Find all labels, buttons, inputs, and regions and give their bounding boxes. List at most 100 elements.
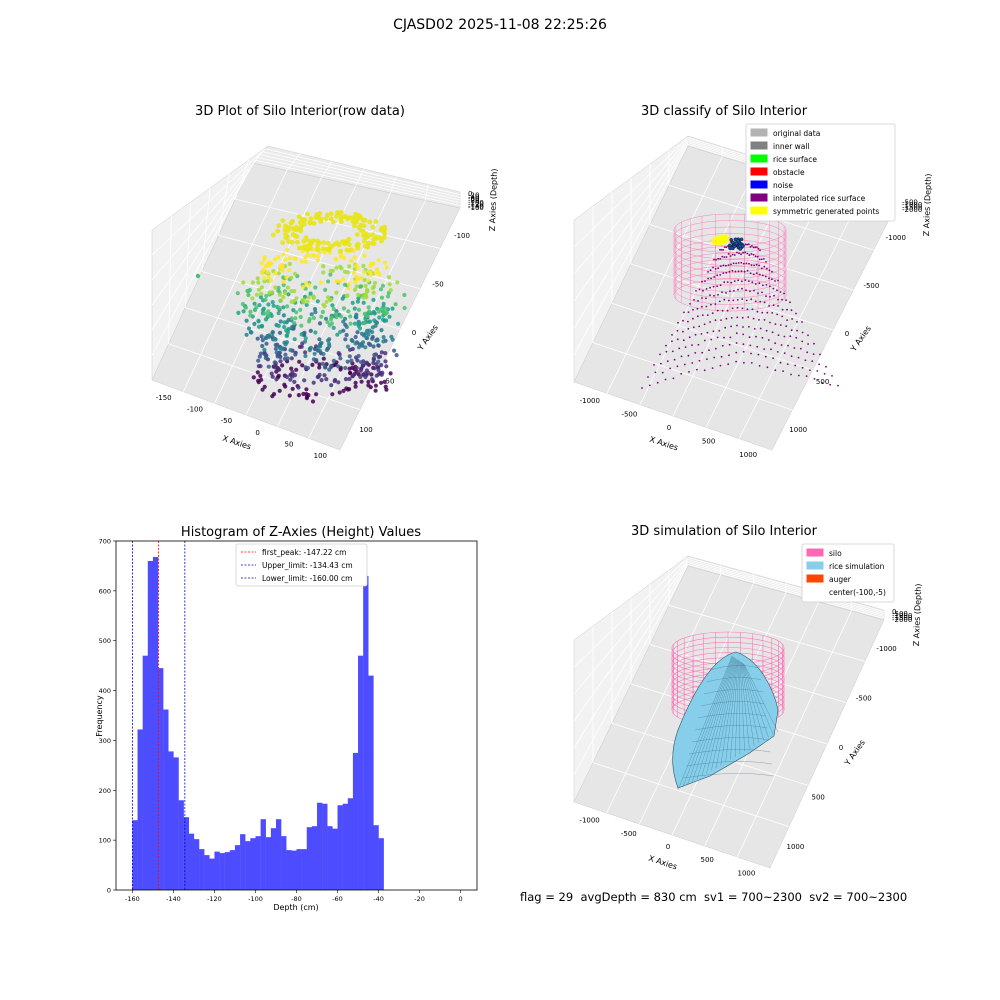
data-point xyxy=(328,297,333,302)
data-point xyxy=(267,261,272,266)
data-point xyxy=(348,314,353,319)
interpolated-point xyxy=(719,248,721,251)
interpolated-point xyxy=(754,300,757,303)
data-point xyxy=(244,332,249,337)
interpolated-point xyxy=(677,321,679,324)
z-tick-label: -20 xyxy=(468,192,479,200)
interpolated-point xyxy=(790,329,793,332)
data-point xyxy=(364,289,369,294)
data-point xyxy=(316,240,322,246)
data-point xyxy=(260,387,265,392)
data-point xyxy=(360,217,366,223)
data-point xyxy=(240,302,245,307)
data-point xyxy=(343,365,348,371)
data-point xyxy=(334,265,339,270)
interpolated-point xyxy=(783,292,785,295)
data-point xyxy=(315,374,320,380)
interpolated-point xyxy=(785,325,788,328)
data-point xyxy=(311,357,316,362)
data-point xyxy=(303,353,308,359)
data-point xyxy=(355,299,360,304)
interpolated-point xyxy=(746,252,749,255)
interpolated-point xyxy=(687,327,690,330)
data-point xyxy=(283,257,288,262)
data-point xyxy=(351,270,356,275)
data-point xyxy=(284,275,289,280)
interpolated-point xyxy=(696,315,699,318)
interpolated-point xyxy=(728,354,730,357)
histogram-bar xyxy=(286,850,292,890)
data-point xyxy=(323,365,328,370)
data-point xyxy=(267,333,272,338)
interpolated-point xyxy=(763,348,765,350)
data-point xyxy=(321,240,327,246)
grid-line xyxy=(151,148,266,256)
data-point xyxy=(364,360,369,365)
data-point xyxy=(359,341,364,347)
x-tick-label: 1000 xyxy=(739,451,757,459)
data-point xyxy=(250,280,255,285)
rice-mesh-line xyxy=(694,725,768,731)
interpolated-point xyxy=(661,371,664,374)
y-tick-label: -1000 xyxy=(876,645,896,653)
interpolated-point xyxy=(755,272,758,274)
data-point xyxy=(312,351,317,356)
data-point xyxy=(352,220,357,225)
data-point xyxy=(356,345,361,350)
interpolated-point xyxy=(825,365,827,368)
interpolated-point xyxy=(797,374,800,377)
interpolated-point xyxy=(701,305,703,308)
data-point xyxy=(385,294,391,299)
data-point xyxy=(319,340,324,346)
interpolated-point xyxy=(750,352,752,355)
interpolated-point xyxy=(758,273,761,276)
interpolated-point xyxy=(742,262,745,265)
interpolated-point xyxy=(744,243,747,246)
legend-swatch xyxy=(750,193,768,202)
interpolated-point xyxy=(700,333,703,335)
classify-panel-title: 3D classify of Silo Interior xyxy=(640,104,808,119)
data-point xyxy=(375,338,380,343)
data-point xyxy=(303,245,308,251)
data-point xyxy=(236,310,241,315)
z-tick-label: -40 xyxy=(468,193,479,201)
interpolated-point xyxy=(714,319,717,322)
x-tick-label: 500 xyxy=(702,438,715,446)
data-point xyxy=(328,216,334,222)
y-tick-label: 100 xyxy=(359,426,372,434)
data-point xyxy=(380,283,386,288)
data-point xyxy=(356,292,361,297)
z-tick-label: -100 xyxy=(468,199,484,207)
histogram-bar xyxy=(204,855,210,890)
histogram-bar xyxy=(378,838,384,890)
interpolated-point xyxy=(688,336,691,339)
interpolated-point xyxy=(790,373,792,376)
data-point xyxy=(367,270,372,275)
data-point xyxy=(312,307,318,312)
interpolated-point xyxy=(758,258,761,261)
x-tick-label: 0 xyxy=(666,843,670,851)
data-point xyxy=(363,331,368,336)
interpolated-point xyxy=(727,363,730,366)
interpolated-point xyxy=(737,288,739,291)
data-point xyxy=(255,370,260,375)
rice-mesh-line xyxy=(691,737,770,743)
interpolated-point xyxy=(811,360,814,363)
interpolated-point xyxy=(757,247,760,250)
data-point xyxy=(277,350,282,355)
simulation-legend: silo rice simulation auger center(-100,-5) xyxy=(801,543,895,603)
data-point xyxy=(321,270,326,275)
y-axis-label: Y Axies xyxy=(415,323,440,353)
data-point xyxy=(302,294,307,299)
x-tick-label: -20 xyxy=(414,895,425,903)
data-point xyxy=(301,391,306,397)
data-point xyxy=(370,336,375,341)
data-point xyxy=(379,380,384,385)
data-point xyxy=(348,247,354,253)
interpolated-point xyxy=(716,336,719,339)
interpolated-point xyxy=(683,311,685,314)
interpolated-point xyxy=(777,298,779,301)
rice-mesh-line xyxy=(703,689,764,695)
rice-mesh-line xyxy=(677,655,733,791)
interpolated-point xyxy=(723,336,725,339)
